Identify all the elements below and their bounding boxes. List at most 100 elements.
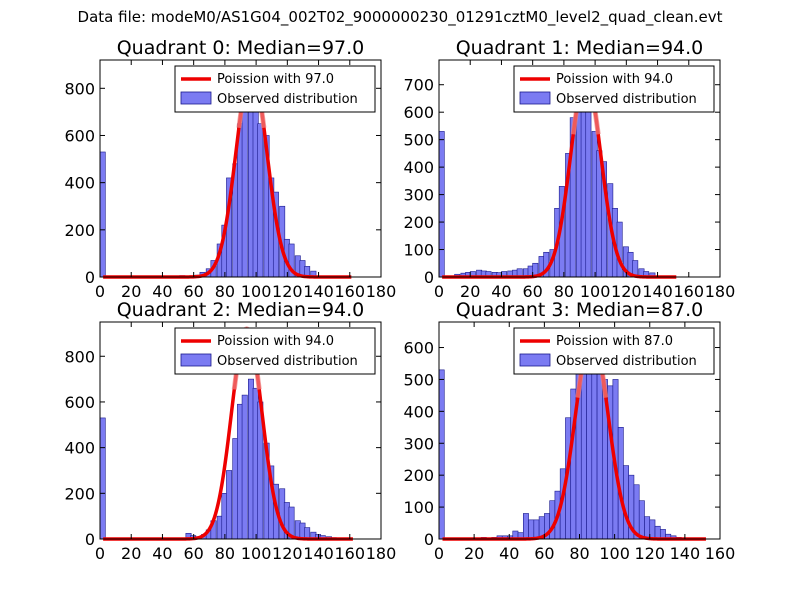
histogram-bar — [522, 513, 529, 540]
y-tick-label: 0 — [424, 530, 434, 549]
y-tick-label: 0 — [424, 268, 434, 287]
x-tick-label: 100 — [241, 544, 272, 563]
legend-bar-swatch — [519, 353, 551, 367]
x-tick-label: 140 — [303, 282, 334, 301]
x-tick-label: 80 — [215, 282, 235, 301]
legend-bar-label: Observed distribution — [556, 354, 697, 369]
x-tick-label: 120 — [634, 544, 665, 563]
axes-frame — [438, 59, 721, 278]
y-tick-label: 0 — [85, 530, 95, 549]
x-tick-label: 120 — [272, 544, 303, 563]
figure-suptitle: Data file: modeM0/AS1G04_002T02_90000002… — [77, 8, 723, 26]
x-tick-label: 160 — [705, 544, 736, 563]
x-tick-label: 100 — [580, 282, 611, 301]
y-tick-label: 300 — [403, 434, 434, 453]
legend-line-label: Poission with 94.0 — [556, 72, 673, 87]
x-tick-label: 20 — [121, 544, 141, 563]
legend-bar-label: Observed distribution — [217, 354, 358, 369]
legend-line-label: Poission with 87.0 — [556, 334, 673, 349]
x-tick-label: 180 — [366, 544, 397, 563]
y-tick-label: 200 — [64, 221, 95, 240]
y-tick-label: 100 — [403, 241, 434, 260]
x-tick-label: 0 — [95, 544, 105, 563]
quadrant-2-panel: 0 20 40 60 80 100 120 140 160 180 0 200 400 600 800 Qua… — [64, 299, 396, 563]
histogram-bar — [241, 97, 248, 278]
x-tick-label: 100 — [241, 282, 272, 301]
quadrant-title: Quadrant 1: Median=94.0 — [456, 37, 704, 59]
legend: Poission with 97.0 Observed distribution — [174, 65, 376, 113]
histogram-bar — [585, 98, 592, 278]
y-tick-label: 400 — [403, 402, 434, 421]
legend-line-label: Poission with 94.0 — [217, 334, 334, 349]
x-tick-label: 160 — [674, 282, 705, 301]
y-tick-label: 200 — [403, 213, 434, 232]
histogram-bar — [654, 525, 661, 540]
axes-frame — [99, 59, 382, 278]
y-tick-label: 200 — [64, 484, 95, 503]
y-tick-label: 700 — [403, 76, 434, 95]
x-tick-label: 0 — [434, 544, 444, 563]
legend: Poission with 94.0 Observed distribution — [513, 65, 715, 113]
histogram-bar — [226, 470, 233, 540]
histogram-bar — [99, 417, 106, 540]
legend-bar-swatch — [180, 91, 212, 105]
histogram-bar — [257, 123, 264, 278]
quadrant-3-panel: 0 20 40 60 80 100 120 140 1600100200300400500600… — [403, 299, 735, 563]
x-tick-label: 40 — [152, 282, 172, 301]
legend: Poission with 87.0 Observed distribution — [513, 327, 715, 375]
x-tick-label: 160 — [335, 544, 366, 563]
y-tick-label: 400 — [64, 439, 95, 458]
x-tick-label: 160 — [335, 282, 366, 301]
histogram-bar — [438, 369, 445, 540]
legend-bar-label: Observed distribution — [556, 92, 697, 107]
quadrant-0-panel: 0 20 40 60 80 100 120 140 160 180 0 200 400 600 800 Qua… — [64, 37, 396, 301]
histogram-bar — [586, 359, 593, 540]
x-tick-label: 100 — [599, 544, 630, 563]
quadrant-title: Quadrant 0: Median=97.0 — [117, 37, 365, 59]
x-tick-label: 120 — [272, 282, 303, 301]
histogram-bar — [533, 519, 540, 540]
x-tick-label: 80 — [569, 544, 589, 563]
legend: Poission with 94.0 Observed distribution — [174, 327, 376, 375]
x-tick-label: 20 — [460, 282, 480, 301]
x-tick-label: 140 — [670, 544, 701, 563]
histogram-bar — [616, 221, 623, 278]
x-tick-label: 140 — [303, 544, 334, 563]
x-tick-label: 80 — [215, 544, 235, 563]
x-tick-label: 60 — [534, 544, 554, 563]
x-tick-label: 20 — [121, 282, 141, 301]
axes-frame — [99, 321, 382, 540]
y-tick-label: 400 — [64, 174, 95, 193]
x-tick-label: 180 — [705, 282, 736, 301]
y-tick-label: 800 — [64, 347, 95, 366]
x-tick-label: 180 — [366, 282, 397, 301]
x-tick-label: 60 — [183, 282, 203, 301]
histogram-bar — [649, 519, 656, 540]
legend-bar-swatch — [519, 91, 551, 105]
y-tick-label: 500 — [403, 131, 434, 150]
x-tick-label: 0 — [95, 282, 105, 301]
x-tick-label: 40 — [499, 544, 519, 563]
histogram-bar — [99, 151, 106, 278]
x-tick-label: 40 — [152, 544, 172, 563]
y-tick-label: 0 — [85, 268, 95, 287]
histogram-bar — [644, 516, 651, 540]
y-tick-label: 600 — [403, 103, 434, 122]
histogram-bar — [623, 465, 629, 540]
histogram-bar — [596, 359, 603, 540]
histogram-bar — [241, 394, 248, 540]
legend-bar-swatch — [180, 353, 212, 367]
y-tick-label: 300 — [403, 186, 434, 205]
y-tick-label: 500 — [403, 370, 434, 389]
y-tick-label: 800 — [64, 79, 95, 98]
histogram-bar — [638, 500, 645, 540]
y-tick-label: 600 — [403, 339, 434, 358]
histogram-bar — [438, 131, 445, 278]
y-tick-label: 200 — [403, 466, 434, 485]
x-tick-label: 60 — [522, 282, 542, 301]
x-tick-label: 60 — [183, 544, 203, 563]
x-tick-label: 0 — [434, 282, 444, 301]
y-tick-label: 400 — [403, 158, 434, 177]
histogram-bar — [528, 519, 535, 540]
